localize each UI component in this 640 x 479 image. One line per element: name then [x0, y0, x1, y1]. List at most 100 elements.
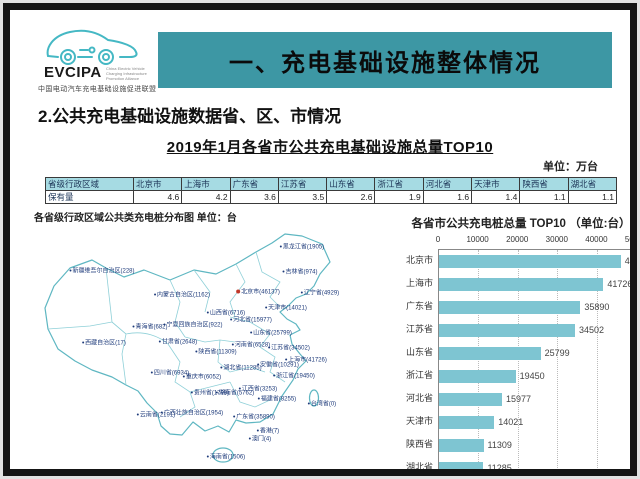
bar-row: 11309: [439, 434, 630, 457]
bar-category-label: 浙江省: [405, 370, 433, 380]
logo-cn-name: 中国电动汽车充电基础设施促进联盟: [38, 86, 157, 93]
map-label-西藏自治区: 西藏自治区(17): [82, 341, 126, 348]
map-label-内蒙古自治区: 内蒙古自治区(1162): [154, 293, 210, 300]
table-value-row: 保有量 4.6 4.2 3.6 3.5 2.6 1.9 1.6 1.4 1.1 1.1: [45, 190, 618, 204]
province-marker-dot: [154, 293, 157, 296]
province-marker-dot: [158, 340, 161, 343]
bar-row: 15977: [439, 388, 630, 411]
province-marker-dot: [182, 375, 185, 378]
page-title: 一、充电基础设施整体情况: [229, 49, 541, 77]
map-label-贵州省: 贵州省(1799): [190, 391, 229, 398]
bar-category-label: 天津市: [405, 416, 433, 426]
map-label-四川省: 四川省(6934): [150, 371, 189, 378]
bar: [439, 347, 541, 360]
map-label-台湾省: 台湾省(0): [307, 402, 336, 409]
bar: [439, 278, 604, 291]
x-tick-label: 50000: [624, 235, 634, 244]
bar-row: 46137: [439, 250, 635, 273]
map-label-河北省: 河北省(15977): [230, 318, 272, 325]
table-header-cell: 北京市: [132, 177, 183, 191]
table-header-cell: 天津市: [471, 177, 521, 191]
bar-category-label: 江苏省: [405, 324, 433, 334]
bar-row: 11285: [439, 457, 630, 473]
map-label-山西省: 山西省(6716): [206, 311, 245, 318]
bar-row: 25799: [439, 342, 630, 365]
map-label-新疆维吾尔自治区: 新疆维吾尔自治区(228): [69, 269, 135, 276]
province-marker-dot: [220, 366, 223, 369]
bar-category-label: 湖北省: [405, 462, 433, 472]
x-tick-label: 40000: [585, 235, 608, 244]
map-label-澳门: 澳门(4): [248, 437, 271, 444]
x-tick-label: 30000: [545, 235, 568, 244]
table-unit-label: 单位：万台: [543, 161, 598, 173]
table-value-cell: 2.6: [326, 190, 376, 204]
map-label-天津市: 天津市(14021): [265, 306, 307, 313]
province-marker-dot: [215, 391, 218, 394]
evcipa-logo: EVCIPA China Electric Vehicle Charging I…: [36, 24, 156, 98]
province-marker-dot: [256, 429, 259, 432]
x-tick-label: 0: [435, 235, 441, 244]
y-axis-labels: 北京市 上海市 广东省 江苏省 山东省 浙江省 河北省 天津市 陕西省 湖北省: [398, 249, 438, 472]
table-header-cell: 河北省: [422, 177, 473, 191]
map-label-福建省: 福建省(8255): [257, 397, 296, 404]
map-label-宁夏回族自治区: 宁夏回族自治区(922): [163, 323, 223, 330]
section-heading: 2.公共充电基础设施数据省、区、市情况: [38, 107, 342, 126]
bar-value-label: 11285: [487, 463, 512, 473]
province-marker-dot: [265, 306, 268, 309]
bar-row: 14021: [439, 411, 630, 434]
table-value-cell: 3.6: [229, 190, 279, 204]
map-label-浙江省: 浙江省(19450): [273, 374, 315, 381]
map-label-青海省: 青海省(682): [132, 325, 168, 332]
table-value-cell: 1.1: [519, 190, 569, 204]
province-marker-dot: [282, 270, 285, 273]
china-map: 新疆维吾尔自治区(228) 西藏自治区(17) 青海省(682) 甘肃省(2648) 宁…: [30, 222, 390, 469]
province-marker-dot: [163, 323, 166, 326]
table-value-cell: 4.2: [181, 190, 231, 204]
bar-category-label: 广东省: [405, 301, 433, 311]
province-marker-dot: [257, 397, 260, 400]
bar-category-label: 北京市: [405, 255, 433, 265]
map-label-云南省: 云南省(2191): [136, 413, 175, 420]
bar: [439, 439, 484, 452]
map-label-黑龙江省: 黑龙江省(1905): [279, 245, 324, 252]
china-map-outline: [44, 233, 331, 463]
map-title: 各省级行政区域公共类充电桩分布图 单位：台: [34, 213, 237, 224]
table-value-cell: 1.1: [567, 190, 618, 204]
bar-value-label: 34502: [578, 325, 604, 335]
header-banner: 一、充电基础设施整体情况: [158, 32, 612, 88]
map-label-山东省: 山东省(25799): [250, 331, 292, 338]
bar: [439, 416, 495, 429]
province-marker-dot: [206, 455, 209, 458]
province-marker-dot: [279, 245, 282, 248]
bar-row: 35890: [439, 296, 630, 319]
map-label-河南省: 河南省(6528): [231, 343, 270, 350]
x-tick-label: 10000: [466, 235, 489, 244]
province-marker-dot: [231, 343, 234, 346]
map-label-海南省: 海南省(1506): [206, 455, 245, 462]
bar-value-label: 46137: [624, 256, 635, 266]
map-label-香港: 香港(7): [256, 429, 279, 436]
table-header-cell: 省级行政区域: [45, 177, 134, 191]
province-marker-dot: [69, 269, 72, 272]
bar-row: 34502: [439, 319, 630, 342]
province-marker-dot: [190, 391, 193, 394]
map-label-吉林省: 吉林省(974): [282, 270, 318, 277]
table-header-cell: 上海市: [181, 177, 231, 191]
map-label-上海市: 上海市(41726): [285, 358, 327, 365]
chart-gridline: [557, 250, 559, 469]
map-label-广西壮族自治区: 广西壮族自治区(1954): [160, 411, 223, 418]
table-header-cell: 广东省: [229, 177, 279, 191]
province-marker-dot: [82, 341, 85, 344]
table-value-cell: 1.6: [422, 190, 473, 204]
province-marker-dot: [136, 413, 139, 416]
province-marker-dot: [230, 318, 233, 321]
x-tick-label: 20000: [506, 235, 529, 244]
table-header-cell: 浙江省: [374, 177, 424, 191]
province-marker-dot: [300, 291, 303, 294]
table-value-cell: 3.5: [277, 190, 328, 204]
bar: [439, 324, 575, 337]
chart-title: 各省市公共充电桩总量 TOP10 （单位:台）: [411, 218, 631, 230]
bar-value-label: 11309: [487, 440, 512, 450]
province-marker-dot: [248, 437, 251, 440]
logo-tagline: China Electric Vehicle Charging Infrastr…: [106, 66, 147, 81]
